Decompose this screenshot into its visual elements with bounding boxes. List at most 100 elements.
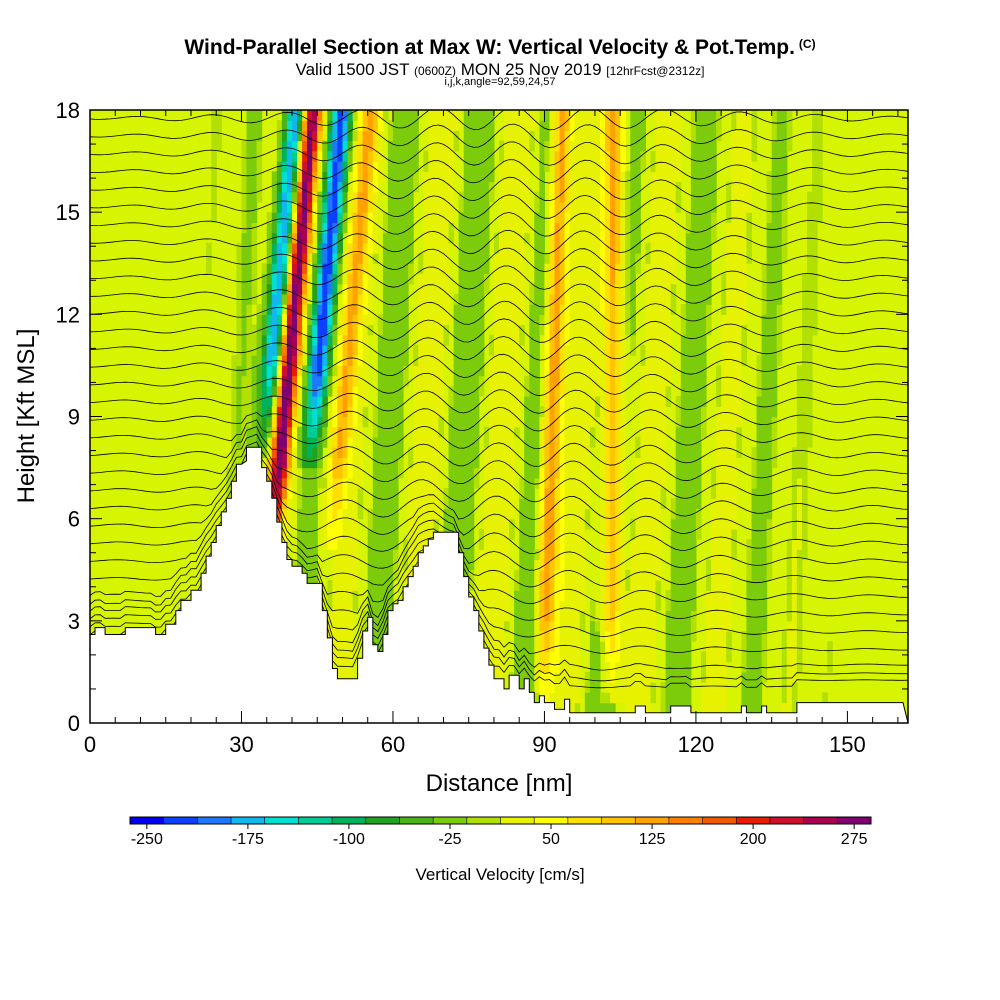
field-cell bbox=[539, 253, 545, 264]
field-cell bbox=[529, 498, 535, 509]
field-cell bbox=[665, 181, 672, 193]
field-cell bbox=[342, 385, 349, 397]
field-cell bbox=[382, 110, 389, 121]
field-cell bbox=[701, 253, 707, 264]
field-cell bbox=[645, 273, 651, 285]
field-cell bbox=[706, 161, 712, 172]
field-cell bbox=[473, 232, 480, 244]
field-cell bbox=[307, 232, 313, 244]
field-cell bbox=[423, 263, 429, 274]
field-cell bbox=[347, 222, 354, 234]
field-cell bbox=[453, 488, 460, 499]
field-cell bbox=[478, 314, 485, 326]
field-cell bbox=[615, 201, 621, 213]
field-cell bbox=[756, 447, 763, 458]
field-cell bbox=[433, 283, 439, 295]
field-cell bbox=[564, 222, 571, 234]
field-cell bbox=[453, 447, 460, 458]
field-cell bbox=[327, 528, 333, 540]
field-cell bbox=[382, 416, 389, 428]
field-cell bbox=[458, 528, 465, 540]
field-cell bbox=[559, 345, 566, 356]
field-cell bbox=[382, 549, 389, 561]
field-cell bbox=[327, 467, 333, 479]
field-cell bbox=[271, 273, 278, 285]
field-cell bbox=[438, 314, 444, 326]
field-cell bbox=[589, 110, 596, 121]
field-cell bbox=[650, 661, 657, 673]
field-cell bbox=[549, 692, 556, 704]
field-cell bbox=[443, 130, 450, 142]
field-cell bbox=[236, 416, 242, 428]
field-cell bbox=[286, 181, 293, 193]
field-cell bbox=[685, 682, 692, 693]
field-cell bbox=[665, 355, 672, 366]
field-cell bbox=[549, 498, 556, 509]
field-cell bbox=[509, 477, 515, 489]
field-cell bbox=[600, 283, 606, 295]
field-cell bbox=[529, 641, 535, 653]
field-cell bbox=[494, 631, 500, 642]
field-cell bbox=[382, 457, 389, 469]
field-cell bbox=[418, 253, 424, 264]
field-cell bbox=[266, 273, 273, 285]
field-cell bbox=[670, 631, 677, 642]
field-cell bbox=[362, 283, 369, 295]
field-cell bbox=[615, 355, 621, 366]
field-cell bbox=[408, 569, 414, 581]
field-cell bbox=[327, 273, 333, 285]
field-cell bbox=[418, 396, 424, 407]
field-cell bbox=[332, 191, 338, 203]
field-cell bbox=[670, 651, 677, 663]
field-cell bbox=[594, 620, 601, 632]
field-cell bbox=[342, 191, 349, 203]
field-cell bbox=[529, 580, 535, 591]
field-cell bbox=[559, 467, 566, 479]
field-cell bbox=[463, 181, 470, 193]
field-cell bbox=[539, 631, 545, 642]
field-cell bbox=[327, 283, 333, 295]
field-cell bbox=[357, 355, 364, 366]
field-cell bbox=[408, 212, 414, 223]
field-cell bbox=[483, 161, 490, 172]
field-cell bbox=[504, 161, 510, 172]
field-cell bbox=[312, 457, 318, 469]
field-cell bbox=[690, 222, 697, 234]
field-cell bbox=[483, 150, 490, 162]
field-cell bbox=[564, 355, 571, 366]
field-cell bbox=[549, 263, 556, 274]
field-cell bbox=[726, 488, 732, 499]
field-cell bbox=[478, 600, 485, 612]
field-cell bbox=[635, 528, 641, 540]
field-cell bbox=[216, 130, 222, 142]
field-cell bbox=[695, 385, 702, 397]
field-cell bbox=[544, 539, 550, 550]
field-cell bbox=[594, 253, 601, 264]
field-cell bbox=[468, 334, 475, 346]
field-cell bbox=[549, 314, 556, 326]
field-cell bbox=[292, 232, 298, 244]
field-cell bbox=[312, 161, 318, 172]
field-cell bbox=[721, 569, 727, 581]
field-cell bbox=[731, 314, 737, 326]
field-cell bbox=[494, 498, 500, 509]
field-cell bbox=[322, 314, 328, 326]
field-cell bbox=[398, 150, 404, 162]
field-cell bbox=[594, 171, 601, 183]
field-cell bbox=[352, 385, 359, 397]
field-cell bbox=[504, 590, 510, 601]
field-cell bbox=[736, 304, 742, 315]
field-cell bbox=[337, 324, 343, 336]
field-cell bbox=[494, 447, 500, 458]
field-cell bbox=[600, 355, 606, 366]
field-cell bbox=[377, 631, 384, 642]
field-cell bbox=[544, 651, 550, 663]
field-cell bbox=[453, 365, 460, 377]
field-cell bbox=[731, 191, 737, 203]
field-cell bbox=[594, 314, 601, 326]
field-cell bbox=[524, 416, 530, 428]
field-cell bbox=[645, 620, 651, 632]
field-cell bbox=[751, 600, 758, 612]
field-cell bbox=[584, 110, 591, 121]
field-cell bbox=[711, 488, 717, 499]
